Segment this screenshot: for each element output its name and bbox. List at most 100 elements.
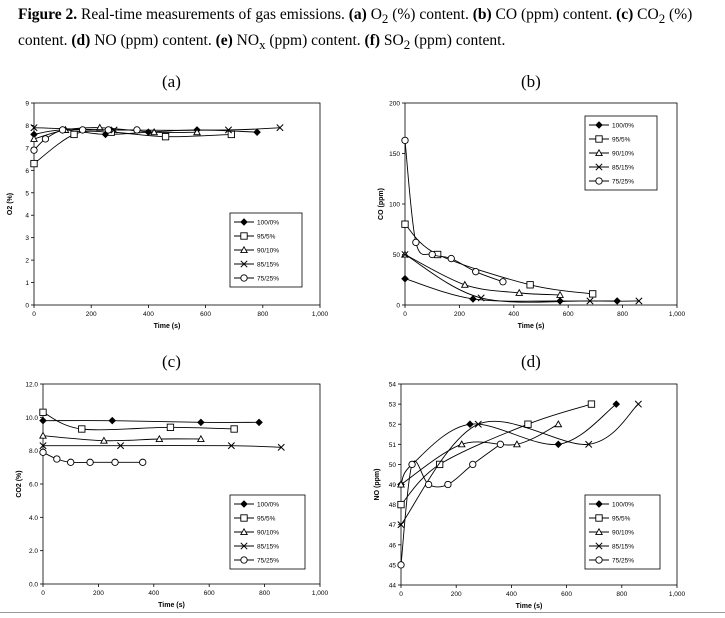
legend: 100/0% 95/5% 90/10% 85/15% 75/25% bbox=[229, 212, 303, 288]
series-line bbox=[42, 420, 260, 423]
panel-label-d: (d) bbox=[521, 352, 541, 371]
bottom-rule bbox=[0, 612, 725, 613]
legend-entry: 85/15% bbox=[589, 542, 634, 551]
data-point bbox=[554, 440, 563, 449]
legend-entry: 90/10% bbox=[234, 527, 279, 537]
x-tick-label: 200 bbox=[86, 311, 97, 318]
data-point bbox=[412, 238, 420, 247]
figure-label: Figure 2. bbox=[18, 6, 78, 23]
x-tick-label: 600 bbox=[561, 591, 572, 598]
data-point bbox=[276, 124, 284, 132]
legend-entry: 95/5% bbox=[589, 135, 631, 144]
legend-label: 95/5% bbox=[612, 516, 631, 523]
legend-entry: 95/5% bbox=[234, 514, 276, 523]
legend-entry: 90/10% bbox=[589, 148, 634, 158]
data-point bbox=[589, 290, 597, 298]
data-point-stroke-b bbox=[30, 124, 38, 132]
legend-label: 95/5% bbox=[257, 234, 276, 241]
x-tick-label: 400 bbox=[148, 590, 159, 597]
series-line bbox=[404, 254, 639, 303]
x-tick-label: 0 bbox=[399, 591, 403, 598]
data-point-stroke-b bbox=[276, 124, 284, 132]
series-1 bbox=[39, 408, 238, 433]
data-point bbox=[469, 460, 477, 469]
data-point bbox=[39, 408, 47, 416]
y-tick-label: 8 bbox=[25, 123, 29, 130]
x-tick-label: 200 bbox=[454, 311, 465, 318]
series-0 bbox=[39, 416, 263, 427]
legend-marker bbox=[240, 218, 248, 226]
legend: 100/0% 95/5% 90/10% 85/15% 75/25% bbox=[584, 115, 658, 191]
series-line bbox=[43, 445, 282, 448]
legend-label: 85/15% bbox=[612, 544, 634, 551]
legend-label: 85/15% bbox=[257, 262, 279, 269]
y-tick-label: 4 bbox=[25, 213, 29, 220]
data-point bbox=[78, 126, 87, 134]
data-point bbox=[444, 480, 452, 489]
y-tick-label: 48 bbox=[389, 502, 397, 509]
data-point bbox=[30, 134, 38, 142]
x-tick-label: 800 bbox=[616, 591, 627, 598]
data-point bbox=[496, 440, 505, 448]
data-point bbox=[397, 561, 405, 569]
y-axis-title: CO2 (%) bbox=[16, 470, 23, 497]
y-tick-label: 50 bbox=[393, 252, 401, 259]
data-point bbox=[634, 400, 642, 408]
legend-label: 85/15% bbox=[612, 165, 634, 172]
legend-entry: 100/0% bbox=[234, 500, 279, 509]
series-2 bbox=[401, 250, 565, 298]
data-point-stroke-b bbox=[401, 250, 409, 259]
legend-marker-stroke-b bbox=[240, 542, 248, 550]
data-point bbox=[472, 268, 480, 276]
y-tick-label: 2.0 bbox=[29, 548, 38, 555]
legend-entry: 100/0% bbox=[589, 500, 634, 509]
legend-entry: 100/0% bbox=[234, 218, 279, 227]
series-3 bbox=[397, 400, 642, 529]
y-tick-label: 51 bbox=[389, 442, 397, 449]
data-point bbox=[556, 297, 564, 305]
data-point-stroke-b bbox=[635, 297, 643, 305]
x-tick-label: 400 bbox=[143, 311, 154, 318]
legend-marker bbox=[240, 260, 248, 268]
x-tick-label: 600 bbox=[563, 311, 574, 318]
data-point bbox=[424, 480, 433, 489]
y-tick-label: 45 bbox=[389, 562, 397, 569]
legend-label: 95/5% bbox=[257, 516, 276, 523]
y-tick-label: 49 bbox=[389, 482, 397, 489]
data-point bbox=[447, 254, 455, 263]
legend-marker bbox=[595, 177, 603, 185]
x-tick-label: 600 bbox=[200, 311, 211, 318]
legend-marker bbox=[240, 500, 248, 508]
y-tick-label: 8.0 bbox=[29, 448, 38, 455]
legend-marker bbox=[595, 542, 603, 550]
legend-label: 75/25% bbox=[257, 276, 279, 283]
data-point bbox=[230, 425, 238, 433]
data-point bbox=[53, 455, 61, 463]
plot-area bbox=[404, 102, 678, 306]
legend-entry: 100/0% bbox=[589, 121, 634, 130]
data-point bbox=[585, 440, 593, 448]
y-tick-label: 52 bbox=[389, 422, 397, 429]
data-point-stroke-b bbox=[634, 400, 642, 408]
legend-label: 90/10% bbox=[612, 530, 634, 537]
x-tick-label: 0 bbox=[403, 311, 407, 318]
data-point bbox=[30, 124, 38, 132]
y-tick-label: 6 bbox=[25, 168, 29, 175]
data-point bbox=[227, 130, 235, 139]
x-tick-label: 400 bbox=[508, 311, 519, 318]
x-axis-title: Time (s) bbox=[518, 323, 545, 330]
y-tick-label: 2 bbox=[25, 258, 29, 265]
data-point-stroke-b bbox=[474, 420, 482, 428]
legend-marker-stroke-b bbox=[595, 542, 603, 550]
legend-entry: 75/25% bbox=[234, 274, 279, 283]
x-axis-title: Time (s) bbox=[154, 323, 181, 330]
chart-panel-2: 0.0 2.0 4.0 6.0 8.0 10.0 12.0 0 200 400 600 800 1,00… bbox=[16, 382, 329, 610]
data-point bbox=[108, 416, 117, 425]
data-point bbox=[39, 448, 47, 456]
data-point bbox=[196, 434, 205, 443]
x-tick-label: 1,000 bbox=[312, 590, 329, 597]
legend-marker bbox=[595, 148, 603, 157]
legend-marker-stroke-b bbox=[240, 260, 248, 268]
data-point bbox=[193, 128, 201, 136]
legend: 100/0% 95/5% 90/10% 85/15% 75/25% bbox=[584, 494, 661, 570]
